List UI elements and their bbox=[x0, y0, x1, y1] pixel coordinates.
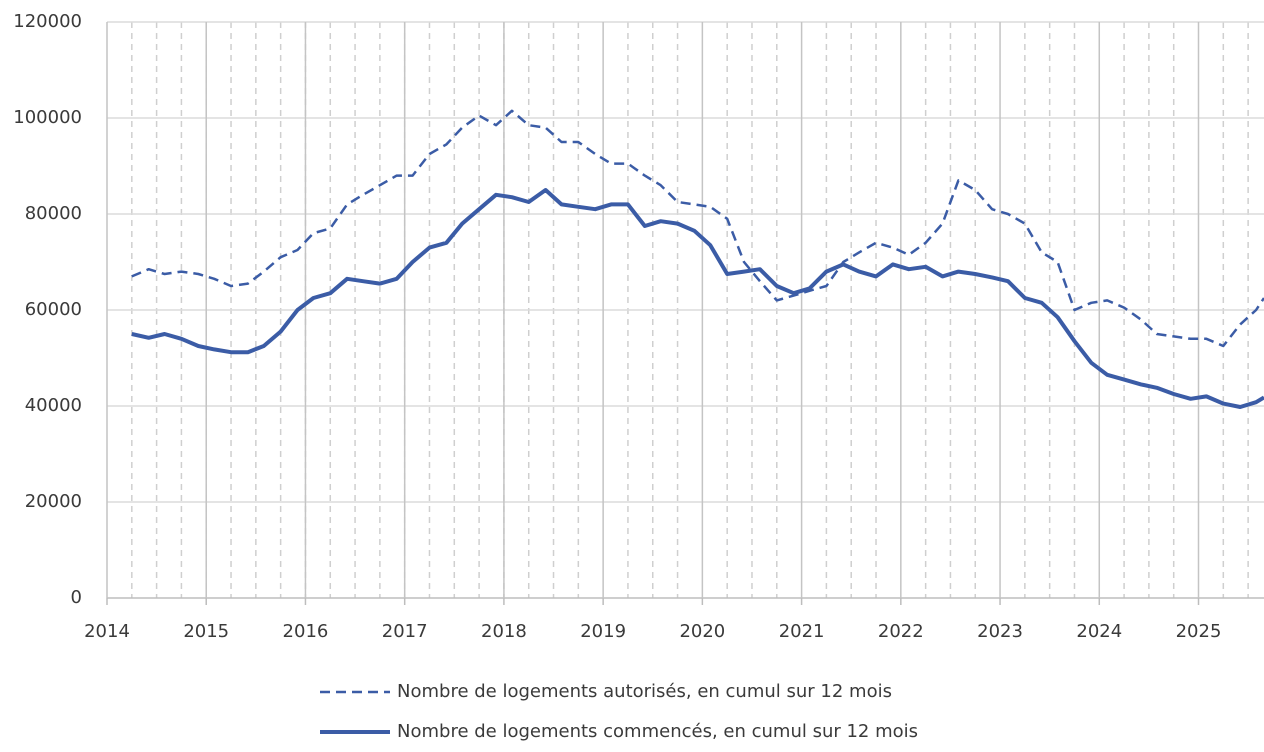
x-tick-label: 2025 bbox=[1176, 621, 1222, 642]
legend-label: Nombre de logements commencés, en cumul … bbox=[397, 721, 918, 742]
y-tick-label: 80000 bbox=[25, 203, 82, 224]
x-tick-label: 2016 bbox=[283, 621, 329, 642]
y-tick-label: 60000 bbox=[25, 299, 82, 320]
x-tick-label: 2022 bbox=[878, 621, 924, 642]
x-tick-label: 2021 bbox=[779, 621, 825, 642]
y-tick-label: 120000 bbox=[13, 11, 82, 32]
x-tick-label: 2015 bbox=[183, 621, 229, 642]
line-series bbox=[131, 109, 1264, 348]
x-tick-label: 2024 bbox=[1076, 621, 1122, 642]
x-tick-label: 2018 bbox=[481, 621, 527, 642]
x-tick-label: 2020 bbox=[679, 621, 725, 642]
x-tick-label: 2017 bbox=[382, 621, 428, 642]
y-tick-label: 100000 bbox=[13, 107, 82, 128]
line-series bbox=[131, 188, 1264, 409]
x-tick-label: 2023 bbox=[977, 621, 1023, 642]
y-tick-label: 20000 bbox=[25, 491, 82, 512]
legend-label: Nombre de logements autorisés, en cumul … bbox=[397, 681, 892, 702]
x-tick-label: 2014 bbox=[84, 621, 130, 642]
y-tick-label: 0 bbox=[71, 587, 82, 608]
x-tick-label: 2019 bbox=[580, 621, 626, 642]
y-tick-label: 40000 bbox=[25, 395, 82, 416]
